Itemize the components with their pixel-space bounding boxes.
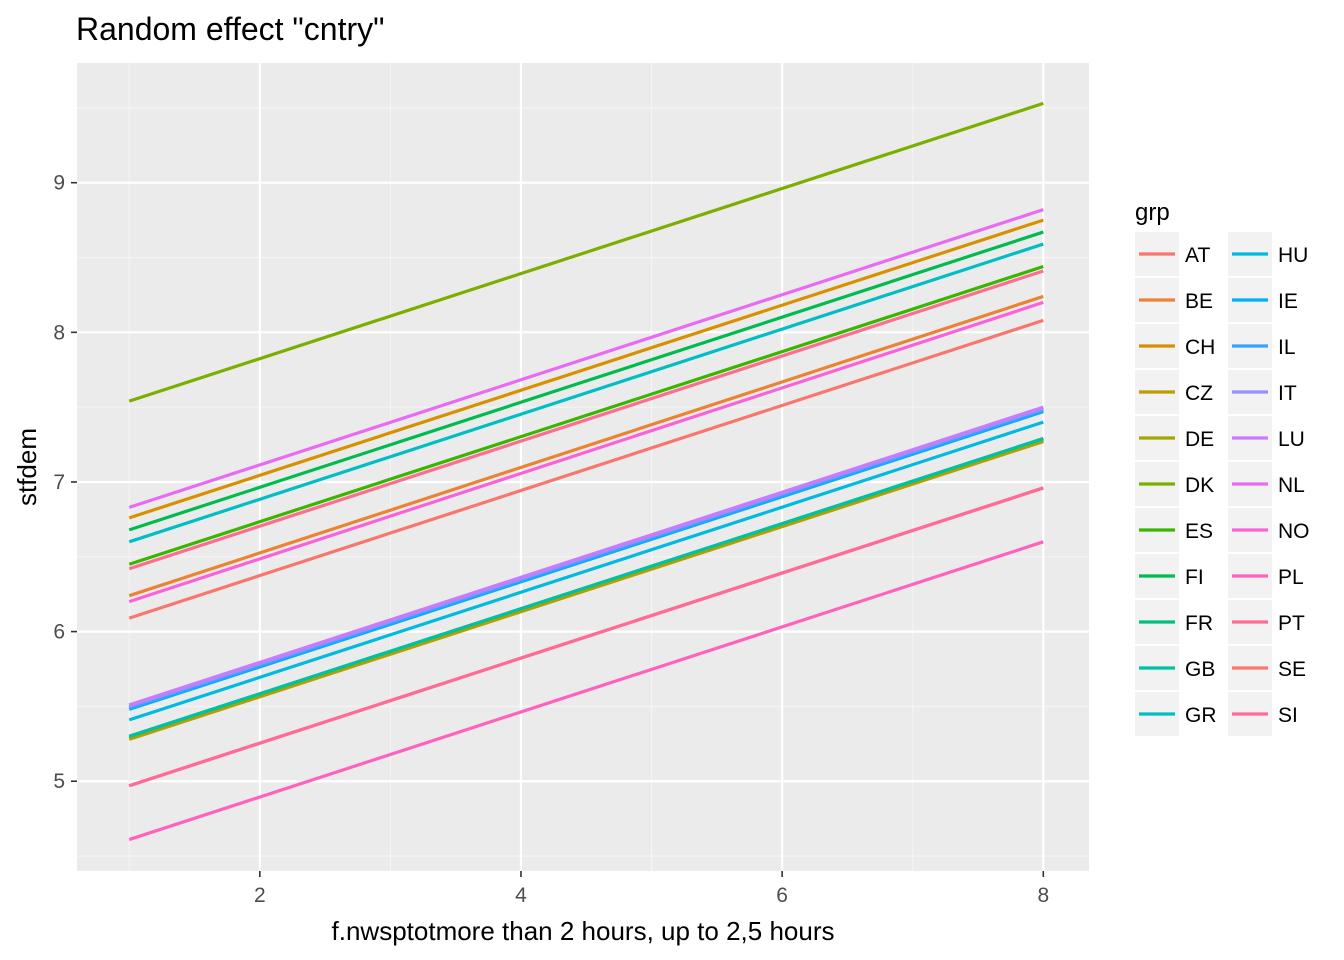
series-line-lu [128,405,1044,707]
major-gridlines [77,63,1089,871]
legend-item-fr: FR [1135,600,1213,644]
legend-label: AT [1185,244,1210,267]
legend-label: SE [1278,658,1306,681]
legend-item-it: IT [1228,370,1297,414]
legend-item-cz: CZ [1135,370,1213,414]
legend-label: DE [1185,428,1214,451]
x-tick-label: 8 [1037,884,1049,907]
legend-item-il: IL [1228,324,1296,368]
y-tick-label: 7 [53,471,65,494]
legend-label: BE [1185,290,1213,313]
legend-label: PT [1278,612,1305,635]
legend-label: ES [1185,520,1213,543]
legend-label: FI [1185,566,1204,589]
legend: grp AT BE CH CZ DE DK ES FI FR GB GR HU IE IL IT LU NL NO… [1135,199,1310,736]
plot-panel [77,63,1089,871]
y-tick-label: 9 [53,172,65,195]
x-axis: 2 4 6 8 [254,871,1049,907]
legend-label: FR [1185,612,1213,635]
legend-item-no: NO [1228,508,1310,552]
series-line-fi [128,230,1044,532]
series-line-pl [128,540,1044,842]
series-line-es [128,264,1044,566]
legend-item-dk: DK [1135,462,1214,506]
series-line-gb [128,437,1044,738]
series-line-at [128,318,1044,620]
series-line-nl [128,208,1044,509]
x-tick-label: 6 [776,884,788,907]
chart-title: Random effect "cntry" [76,11,384,47]
series-lines [128,101,1044,842]
series-line-be [128,294,1044,598]
legend-label: CH [1185,336,1215,359]
series-line-ch [128,218,1044,520]
legend-label: DK [1185,474,1214,497]
legend-item-be: BE [1135,278,1213,322]
legend-title: grp [1135,199,1170,226]
x-tick-label: 2 [254,884,266,907]
legend-item-nl: NL [1228,462,1305,506]
series-line-gr [128,242,1044,544]
legend-item-hu: HU [1228,232,1308,276]
legend-label: HU [1278,244,1308,267]
legend-label: GB [1185,658,1215,681]
x-axis-title: f.nwsptotmore than 2 hours, up to 2,5 ho… [332,916,835,946]
legend-item-es: ES [1135,508,1213,552]
y-tick-label: 8 [53,321,65,344]
legend-label: SI [1278,704,1298,727]
series-line-dk [128,101,1044,403]
legend-label: NO [1278,520,1310,543]
series-line-pt [128,269,1044,571]
legend-label: IE [1278,290,1298,313]
legend-item-si: SI [1228,692,1298,736]
legend-label: PL [1278,566,1304,589]
legend-item-ch: CH [1135,324,1215,368]
legend-label: NL [1278,474,1305,497]
y-axis: 5 6 7 8 9 [53,172,77,793]
y-tick-label: 5 [53,770,65,793]
series-line-si [128,486,1044,788]
legend-item-pl: PL [1228,554,1304,598]
legend-item-se: SE [1228,646,1306,690]
legend-item-gr: GR [1135,692,1217,736]
legend-item-pt: PT [1228,600,1305,644]
legend-label: IL [1278,336,1296,359]
legend-label: IT [1278,382,1297,405]
y-tick-label: 6 [53,621,65,644]
legend-item-lu: LU [1228,416,1305,460]
legend-label: CZ [1185,382,1213,405]
y-axis-title: stfdem [12,428,42,506]
legend-item-ie: IE [1228,278,1298,322]
legend-label: LU [1278,428,1305,451]
legend-item-de: DE [1135,416,1214,460]
series-line-hu [128,420,1044,722]
legend-item-at: AT [1135,232,1210,276]
x-tick-label: 4 [515,884,527,907]
legend-item-fi: FI [1135,554,1204,598]
legend-label: GR [1185,704,1217,727]
legend-item-gb: GB [1135,646,1215,690]
series-line-no [128,300,1044,604]
